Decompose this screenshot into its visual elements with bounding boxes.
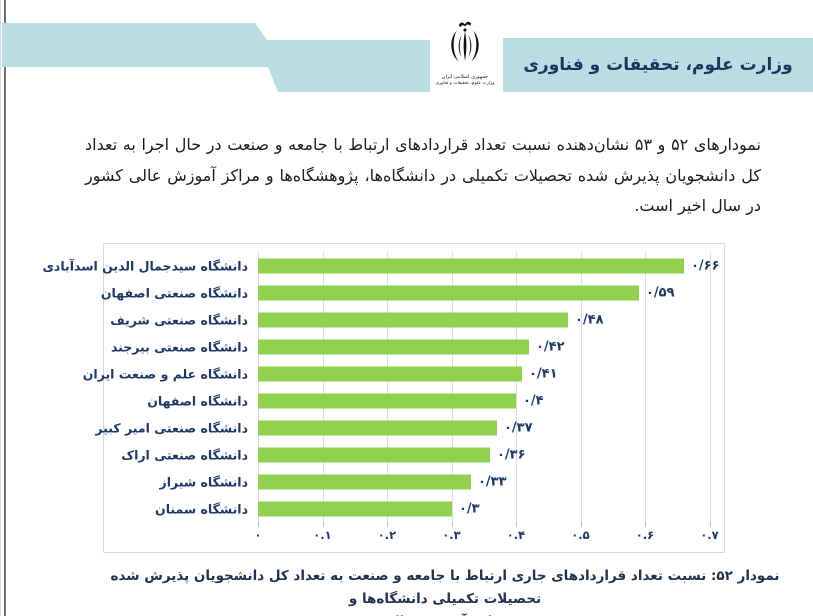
chart-caption: نمودار ۵۲: نسبت تعداد قراردادهای جاری ار… <box>90 565 800 616</box>
header-banner: وزارت علوم، تحقیقات و فناوری <box>503 38 813 92</box>
axis-tick-mark <box>709 522 711 527</box>
bar-value-label: ۰/۴۲ <box>536 339 565 354</box>
category-label: دانشگاه شیراز <box>159 474 248 489</box>
gridline <box>709 252 711 522</box>
bar-row: دانشگاه صنعتی امیر کبیر ۰/۳۷ <box>95 414 724 441</box>
category-label: دانشگاه صنعتی امیر کبیر <box>95 420 248 435</box>
axis-tick-mark <box>451 522 453 527</box>
bar <box>258 501 452 516</box>
gridline <box>387 252 388 522</box>
emblem-caption-line1: جمهوری اسلامی ایران <box>441 74 489 80</box>
bar-row: دانشگاه صنعتی بیرجند ۰/۴۲ <box>104 333 724 360</box>
gridline <box>451 252 453 522</box>
axis-tick-label: ۰.۴ <box>506 528 526 542</box>
bar <box>258 339 529 354</box>
axis-tick-mark <box>387 522 388 527</box>
category-label: دانشگاه صنعتی بیرجند <box>110 339 248 354</box>
bar-value-label: ۰/۳۳ <box>478 474 507 489</box>
bar <box>258 420 497 435</box>
bar <box>258 312 568 327</box>
axis-tick-mark <box>580 522 582 527</box>
bar <box>258 258 684 273</box>
axis-tick-label: ۰.۶ <box>635 528 655 542</box>
category-label: دانشگاه صنعتی اصفهان <box>100 285 248 300</box>
bar-row: دانشگاه صنعتی اصفهان ۰/۵۹ <box>100 279 724 306</box>
category-label: دانشگاه صنعتی اراک <box>121 447 248 462</box>
axis-tick-label: ۰.۷ <box>700 528 719 542</box>
axis-tick-mark <box>258 522 259 527</box>
gridline <box>645 252 646 522</box>
axis-tick-label: ۰.۲ <box>377 528 397 542</box>
category-label: دانشگاه علم و صنعت ایران <box>82 366 248 381</box>
bar <box>258 366 522 381</box>
bar-value-label: ۰/۳ <box>459 501 480 516</box>
axis-tick-label: ۰.۵ <box>571 528 590 542</box>
bar <box>258 285 639 300</box>
bar <box>258 447 490 462</box>
gridline <box>322 252 324 522</box>
bar-row: دانشگاه صنعتی اراک ۰/۳۶ <box>104 441 724 468</box>
bar-value-label: ۰/۵۹ <box>646 285 675 300</box>
axis-tick-mark <box>645 522 646 527</box>
page-edge-light-rule <box>0 0 1 616</box>
bar <box>258 393 516 408</box>
bar-value-label: ۰/۶۶ <box>691 258 720 273</box>
bar-row: دانشگاه صنعتی شریف ۰/۴۸ <box>104 306 724 333</box>
national-emblem: جمهوری اسلامی ایران وزارت علوم، تحقیقات … <box>430 16 500 87</box>
category-label: دانشگاه اصفهان <box>147 393 248 408</box>
bar-row: دانشگاه اصفهان ۰/۴ <box>104 387 724 414</box>
ministry-title: وزارت علوم، تحقیقات و فناوری <box>523 55 793 75</box>
axis-tick-mark <box>322 522 324 527</box>
bar-row: دانشگاه شیراز ۰/۳۳ <box>104 468 724 495</box>
bar-value-label: ۰/۴۸ <box>575 312 604 327</box>
gridline <box>580 252 582 522</box>
chart-caption-line1: نمودار ۵۲: نسبت تعداد قراردادهای جاری ار… <box>110 568 780 607</box>
gridline <box>516 252 517 522</box>
axis-tick-label: ۰ <box>254 528 262 542</box>
category-label: دانشگاه سیدجمال الدین اسدآبادی <box>42 258 248 273</box>
axis-tick-mark <box>516 522 517 527</box>
iran-emblem-icon <box>451 21 479 62</box>
axis-tick-label: ۰.۱ <box>313 528 332 542</box>
bar <box>258 474 471 489</box>
header-ribbon-shape <box>2 23 430 92</box>
bar-row: دانشگاه علم و صنعت ایران ۰/۴۱ <box>82 360 724 387</box>
bar-value-label: ۰/۴۱ <box>529 366 558 381</box>
bar-row: دانشگاه سیدجمال الدین اسدآبادی ۰/۶۶ <box>42 252 724 279</box>
chart-caption-line2: مراکز آموزش عالی <box>90 611 800 616</box>
category-label: دانشگاه سمنان <box>155 501 248 516</box>
gridline <box>258 252 259 522</box>
emblem-caption-line2: وزارت علوم، تحقیقات و فناوری <box>435 81 495 86</box>
axis-tick-label: ۰.۳ <box>442 528 461 542</box>
page-edge-dark-rule <box>4 0 6 616</box>
bar-value-label: ۰/۴ <box>523 393 544 408</box>
bar-row: دانشگاه سمنان ۰/۳ <box>104 495 724 522</box>
category-label: دانشگاه صنعتی شریف <box>110 312 248 327</box>
intro-paragraph: نمودارهای ۵۲ و ۵۳ نشان‌دهنده نسبت تعداد … <box>85 135 761 215</box>
bar-value-label: ۰/۳۶ <box>497 447 526 462</box>
bar-value-label: ۰/۳۷ <box>504 420 533 435</box>
bar-chart: ۰ ۰.۱ ۰.۲ ۰.۳ ۰.۴ ۰.۵ ۰.۶ ۰.۷ دانشگاه سیدجمال ال… <box>42 243 725 553</box>
